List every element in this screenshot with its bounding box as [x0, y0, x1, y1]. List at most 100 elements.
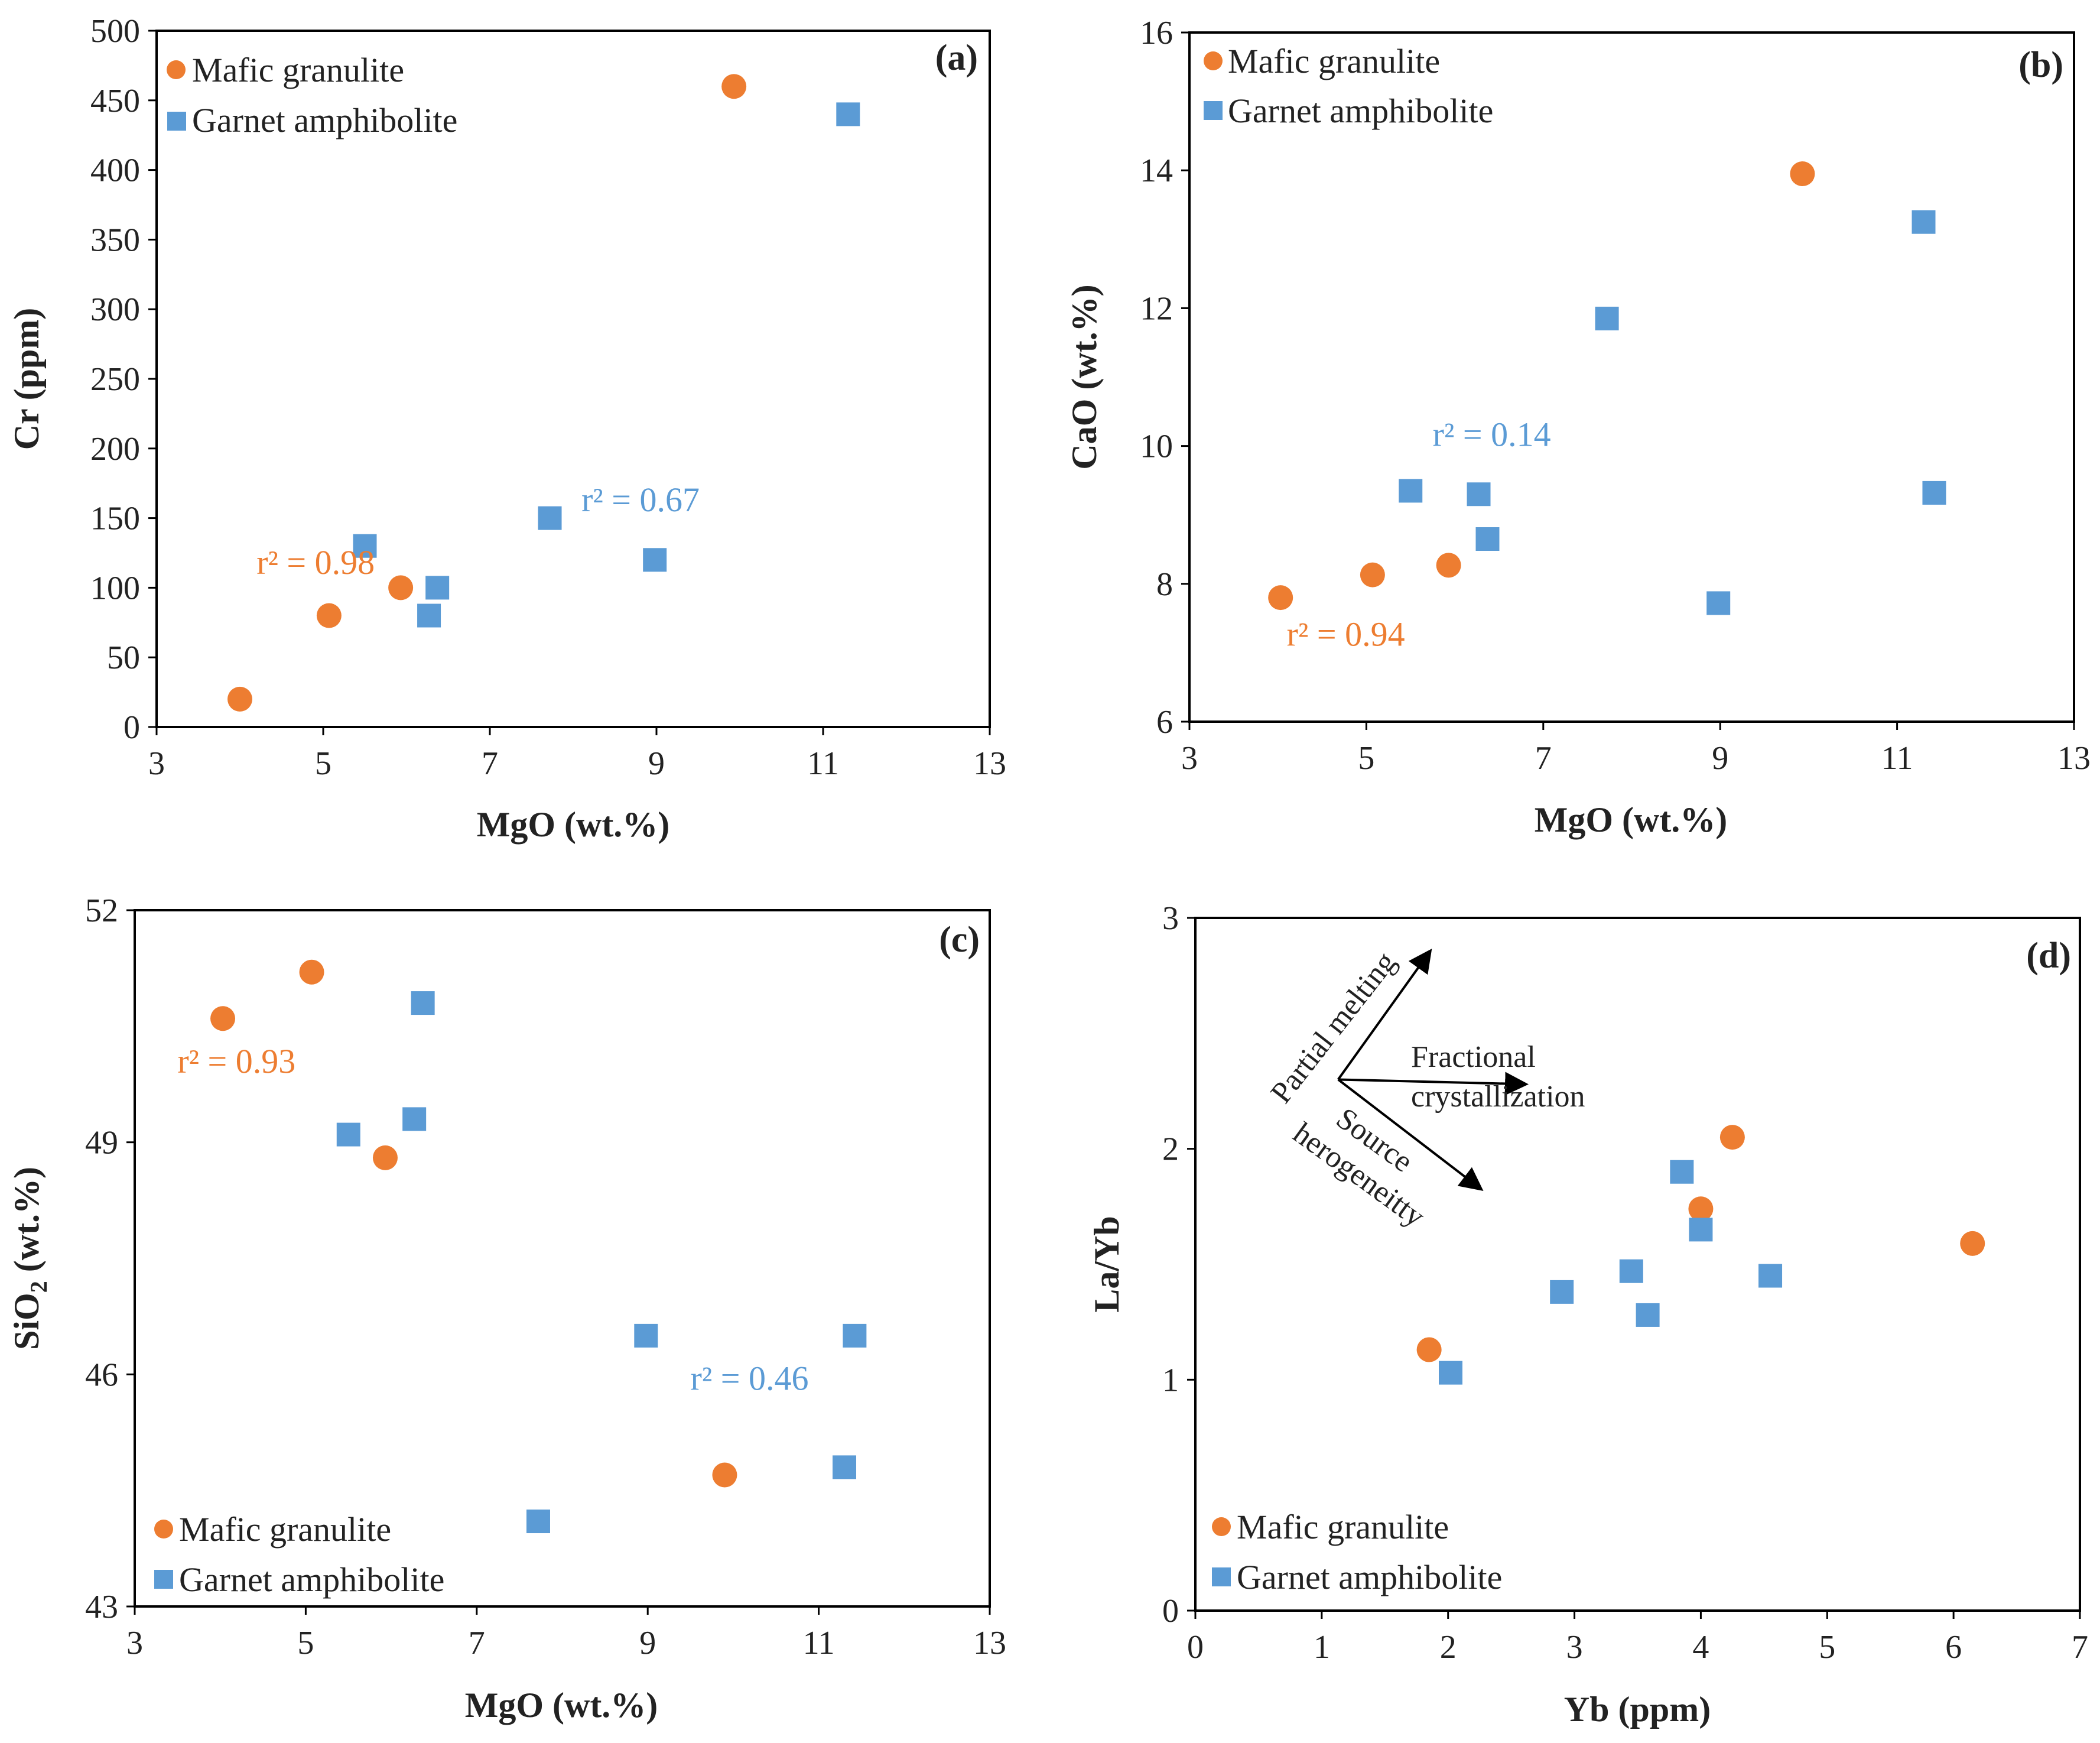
legend-mafic-label: Mafic granulite — [192, 51, 404, 89]
garnet-amphibolite-point — [1922, 481, 1946, 505]
x-axis-label: MgO (wt.%) — [465, 1686, 658, 1725]
panel-b-cao-vs-mgo: 3 5 7 9 11 13 6 8 10 12 14 16 r² = 0.14 r² = 0.94 (b… — [1065, 15, 2091, 839]
legend-garnet-square-icon — [1212, 1567, 1231, 1586]
x-tick-label: 3 — [1181, 740, 1198, 777]
r-squared-label: r² = 0.67 — [581, 481, 700, 519]
garnet-amphibolite-point — [1399, 479, 1423, 503]
y-tick-label: 400 — [90, 152, 140, 189]
garnet-amphibolite-point — [538, 506, 562, 530]
mafic-granulite-point — [227, 686, 252, 712]
garnet-amphibolite-point — [411, 991, 435, 1015]
garnet-amphibolite-point — [1550, 1280, 1574, 1304]
x-tick-label: 11 — [803, 1625, 835, 1661]
panel-label: (d) — [2026, 936, 2071, 976]
legend-mafic-label: Mafic granulite — [1228, 42, 1440, 80]
x-tick-label: 1 — [1314, 1629, 1330, 1666]
source-heterogeneity-arrow — [1337, 1078, 1484, 1191]
partial-melting-label: Partial melting — [1264, 946, 1403, 1109]
panel-label: (a) — [935, 38, 978, 78]
x-axis-label: MgO (wt.%) — [477, 805, 670, 844]
y-axis-label: Cr (ppm) — [7, 308, 46, 450]
garnet-amphibolite-point — [836, 102, 860, 126]
x-tick-label: 5 — [297, 1625, 314, 1661]
mafic-granulite-point — [1688, 1196, 1714, 1222]
mafic-granulite-point — [721, 74, 747, 99]
x-tick-label: 6 — [1945, 1629, 1962, 1666]
y-axis-label: La/Yb — [1087, 1216, 1126, 1312]
plot-frame — [134, 909, 991, 1608]
legend-mafic-circle-icon — [1212, 1517, 1231, 1536]
garnet-amphibolite-point — [1438, 1361, 1462, 1385]
garnet-amphibolite-point — [1689, 1218, 1713, 1242]
x-tick-label: 9 — [1712, 740, 1728, 777]
x-tick-label: 7 — [1535, 740, 1552, 777]
x-tick-label: 7 — [469, 1625, 485, 1661]
legend-mafic-circle-icon — [154, 1520, 173, 1538]
garnet-amphibolite-point — [1636, 1303, 1660, 1327]
y-tick-label: 8 — [1156, 566, 1173, 603]
legend-mafic-circle-icon — [1204, 51, 1223, 70]
garnet-amphibolite-point — [634, 1323, 658, 1348]
x-tick-label: 3 — [126, 1625, 143, 1661]
x-tick-label: 0 — [1187, 1629, 1204, 1666]
y-tick-label: 500 — [90, 13, 140, 50]
r-squared-label: r² = 0.94 — [1287, 615, 1405, 654]
legend-mafic-label: Mafic granulite — [179, 1510, 391, 1549]
y-tick-label: 0 — [1162, 1593, 1179, 1630]
garnet-amphibolite-point — [833, 1455, 857, 1479]
garnet-amphibolite-point — [402, 1107, 427, 1131]
y-tick-label: 250 — [90, 361, 140, 398]
y-tick-label: 100 — [90, 570, 140, 606]
garnet-amphibolite-point — [425, 576, 450, 600]
garnet-amphibolite-point — [843, 1323, 867, 1348]
x-axis-label: Yb (ppm) — [1564, 1690, 1711, 1729]
x-axis-label: MgO (wt.%) — [1535, 800, 1728, 839]
garnet-amphibolite-point — [1467, 482, 1491, 507]
mafic-granulite-point — [316, 603, 342, 628]
mafic-granulite-point — [299, 959, 324, 985]
y-tick-label: 50 — [107, 640, 140, 676]
mafic-granulite-point — [712, 1462, 737, 1488]
y-label-unit: (wt.%) — [7, 1167, 46, 1281]
plot-frame — [1188, 31, 2075, 723]
y-tick-label: 3 — [1162, 900, 1179, 937]
y-tick-label: 1 — [1162, 1362, 1179, 1398]
r-squared-label: r² = 0.98 — [256, 543, 375, 582]
legend-garnet-square-icon — [167, 112, 186, 131]
r-squared-label: r² = 0.93 — [177, 1042, 295, 1080]
y-tick-label: 49 — [85, 1125, 118, 1161]
y-tick-label: 300 — [90, 291, 140, 328]
mafic-granulite-point — [388, 575, 414, 601]
garnet-amphibolite-point — [1475, 527, 1500, 551]
legend: Mafic granulite Garnet amphibolite — [1204, 42, 1493, 130]
y-tick-label: 10 — [1140, 429, 1173, 465]
y-tick-label: 200 — [90, 431, 140, 468]
garnet-amphibolite-point — [643, 548, 667, 572]
legend-mafic-label: Mafic granulite — [1237, 1508, 1449, 1546]
garnet-amphibolite-point — [1595, 306, 1619, 330]
y-tick-label: 0 — [123, 709, 140, 746]
garnet-amphibolite-point — [1912, 210, 1936, 234]
x-tick-label: 5 — [1819, 1629, 1835, 1666]
mafic-granulite-point — [210, 1006, 236, 1031]
mafic-granulite-point — [372, 1145, 398, 1170]
y-tick-label: 350 — [90, 222, 140, 258]
y-label-subscript: 2 — [25, 1281, 52, 1293]
plot-frame — [1194, 917, 2081, 1612]
partial-melting-arrow — [1337, 949, 1432, 1080]
mafic-granulite-point — [1416, 1337, 1442, 1362]
garnet-amphibolite-point — [1619, 1259, 1643, 1283]
x-tick-label: 9 — [648, 745, 665, 782]
y-label-sio: SiO — [7, 1293, 46, 1350]
fractional-label-line1: Fractional — [1411, 1040, 1536, 1074]
legend-garnet-label: Garnet amphibolite — [1228, 92, 1493, 130]
mafic-granulite-point — [1719, 1125, 1745, 1150]
legend: Mafic granulite Garnet amphibolite — [154, 1510, 444, 1599]
legend-mafic-circle-icon — [167, 60, 186, 79]
mafic-granulite-point — [1360, 562, 1385, 588]
x-tick-label: 3 — [148, 745, 165, 782]
x-tick-label: 7 — [482, 745, 498, 782]
x-tick-label: 5 — [315, 745, 331, 782]
